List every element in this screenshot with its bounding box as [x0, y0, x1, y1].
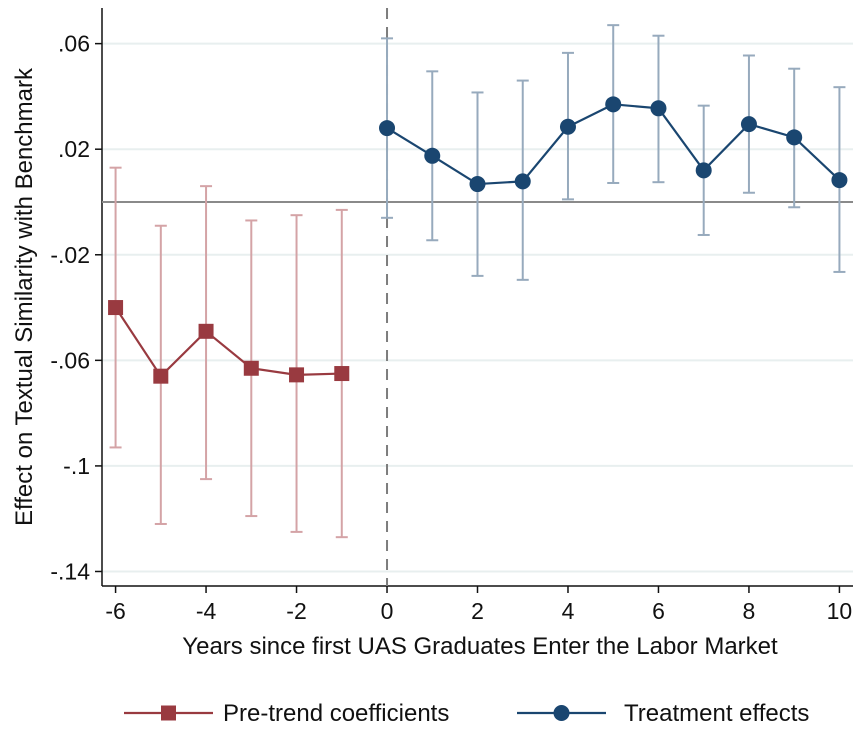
data-point — [695, 162, 712, 179]
data-point — [108, 300, 124, 316]
x-tick-label: 2 — [471, 598, 484, 624]
x-tick-label: 8 — [743, 598, 756, 624]
data-point — [786, 129, 803, 146]
tick-labels: .06 .02 -.02 -.06 -.1 -.14 -6 -4 -2 0 2 4 6 8 10 — [50, 31, 852, 624]
data-point — [243, 360, 259, 376]
y-tick-label: -.1 — [63, 453, 90, 479]
legend-marker — [161, 705, 176, 721]
data-point — [153, 368, 169, 384]
data-point — [469, 176, 486, 193]
data-point — [289, 367, 305, 383]
data-point — [605, 96, 622, 113]
data-point — [831, 172, 848, 189]
data-point — [198, 323, 214, 339]
x-tick-label: -2 — [286, 598, 306, 624]
y-axis-label: Effect on Textual Similarity with Benchm… — [11, 67, 38, 526]
y-tick-label: .02 — [58, 136, 90, 162]
data-point — [379, 120, 396, 137]
data-point — [334, 366, 350, 382]
data-point — [559, 118, 576, 135]
series-line — [114, 306, 342, 378]
legend-label: Pre-trend coefficients — [223, 700, 449, 727]
legend: Pre-trend coefficients Treatment effects — [124, 700, 809, 727]
y-tick-label: .06 — [58, 31, 90, 57]
x-tick-label: 10 — [827, 598, 853, 624]
x-tick-label: -6 — [105, 598, 125, 624]
data-point — [650, 100, 667, 117]
x-tick-label: 4 — [562, 598, 575, 624]
legend-label: Treatment effects — [624, 700, 809, 727]
legend-marker — [553, 705, 570, 721]
x-axis-label: Years since first UAS Graduates Enter th… — [182, 633, 778, 660]
y-tick-label: -.06 — [50, 347, 90, 373]
data-point — [740, 116, 757, 133]
y-tick-label: -.02 — [50, 242, 90, 268]
confidence-intervals — [109, 24, 846, 539]
data-point — [514, 173, 531, 190]
data-point — [424, 147, 441, 164]
y-tick-label: -.14 — [50, 558, 90, 584]
x-tick-label: 6 — [652, 598, 665, 624]
x-tick-label: 0 — [381, 598, 394, 624]
x-tick-label: -4 — [196, 598, 217, 624]
series — [108, 96, 848, 384]
